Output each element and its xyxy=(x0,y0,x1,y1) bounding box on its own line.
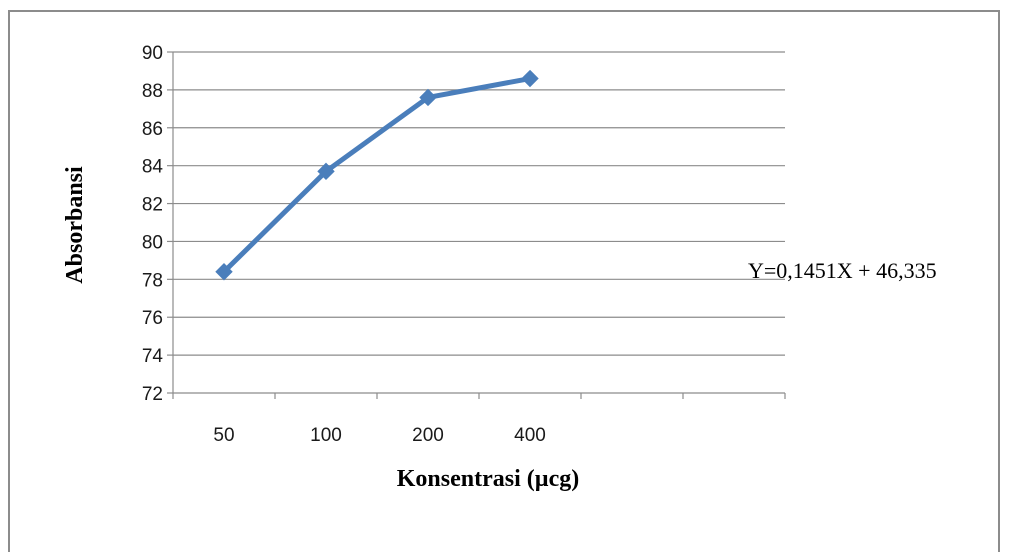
series-line xyxy=(221,76,533,275)
y-tick-label: 86 xyxy=(142,119,163,140)
y-tick-label: 74 xyxy=(142,346,164,367)
data-point-marker xyxy=(317,162,335,181)
data-point-marker xyxy=(521,69,539,88)
y-tick-label: 76 xyxy=(142,308,163,329)
gridlines xyxy=(173,51,785,356)
y-tick-label: 84 xyxy=(142,157,164,178)
tick-labels: 72 74 76 78 80 82 84 86 88 90 50 100 200 400 xyxy=(142,43,546,446)
y-tick-label: 78 xyxy=(142,270,163,291)
x-axis-title: Konsentrasi (µcg) xyxy=(397,466,579,492)
chart-frame xyxy=(8,10,1000,552)
y-tick-label: 72 xyxy=(142,384,163,405)
y-tick-label: 90 xyxy=(142,43,163,64)
data-series xyxy=(215,69,539,281)
x-tick-label: 100 xyxy=(310,425,342,446)
y-axis-title: Absorbansi xyxy=(62,166,88,284)
y-tick-label: 88 xyxy=(142,81,163,102)
data-point-marker xyxy=(419,88,437,107)
axes xyxy=(167,51,786,399)
x-tick-label: 50 xyxy=(213,425,234,446)
x-tick-label: 400 xyxy=(514,425,546,446)
x-tick-label: 200 xyxy=(412,425,444,446)
regression-equation: Y=0,1451X + 46,335 xyxy=(748,258,937,283)
data-point-marker xyxy=(215,263,233,281)
y-tick-label: 82 xyxy=(142,195,163,216)
y-tick-label: 80 xyxy=(142,232,163,253)
